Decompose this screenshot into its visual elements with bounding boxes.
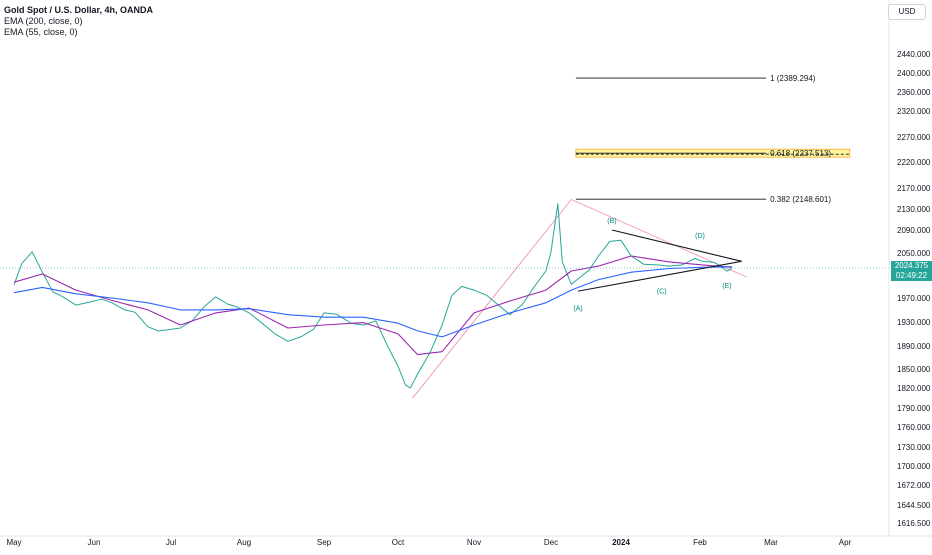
wave-label[interactable]: (B) (607, 218, 616, 225)
fib-level-label: 0.618 (2237.513) (770, 149, 831, 158)
y-tick-label: 1890.000 (897, 342, 931, 351)
chart-legend: Gold Spot / U.S. Dollar, 4h, OANDA EMA (… (4, 5, 153, 38)
y-tick-label: 2360.000 (897, 88, 931, 97)
y-tick-label: 2320.000 (897, 107, 931, 116)
current-price-badge: 2024.375 02:49:22 (891, 261, 932, 281)
y-tick-label: 2090.000 (897, 226, 931, 235)
y-tick-label: 1700.000 (897, 462, 931, 471)
y-tick-label: 2270.000 (897, 133, 931, 142)
bar-countdown: 02:49:22 (895, 271, 928, 280)
triangle-line[interactable] (577, 260, 742, 292)
y-tick-label: 2220.000 (897, 158, 931, 167)
x-tick-label: Sep (317, 538, 332, 547)
x-tick-label: Oct (392, 538, 405, 547)
fib-level-label: 1 (2389.294) (770, 74, 816, 83)
y-tick-label: 1730.000 (897, 443, 931, 452)
series-line[interactable] (13, 255, 732, 356)
y-tick-label: 1790.000 (897, 404, 931, 413)
x-tick-label: Feb (693, 538, 707, 547)
series-line[interactable] (13, 203, 733, 389)
y-tick-label: 1760.000 (897, 423, 931, 432)
x-tick-label: Jun (88, 538, 101, 547)
y-tick-label: 1820.000 (897, 384, 931, 393)
y-tick-label: 2130.000 (897, 205, 931, 214)
series-line[interactable] (13, 266, 732, 338)
x-tick-label: Nov (467, 538, 481, 547)
x-tick-label: Dec (544, 538, 558, 547)
x-tick-label: Aug (237, 538, 251, 547)
indicator-ema-200[interactable]: EMA (200, close, 0) (4, 16, 83, 26)
x-tick-label: Jul (166, 538, 176, 547)
y-tick-label: 1672.000 (897, 481, 931, 490)
x-tick-label: May (6, 538, 21, 547)
wave-label[interactable]: (A) (573, 305, 582, 312)
wave-label[interactable]: (C) (657, 289, 667, 296)
trend-line[interactable] (412, 199, 572, 399)
x-tick-label: Apr (839, 538, 852, 547)
triangle-line[interactable] (611, 229, 742, 262)
wave-label[interactable]: (D) (695, 233, 705, 240)
y-tick-label: 2170.000 (897, 184, 931, 193)
currency-selector[interactable]: USD (888, 4, 926, 20)
y-tick-label: 2440.000 (897, 50, 931, 59)
wave-label[interactable]: (E) (722, 283, 731, 290)
fib-level-label: 0.382 (2148.601) (770, 195, 831, 204)
current-price-value: 2024.375 (894, 261, 929, 270)
y-tick-label: 2400.000 (897, 69, 931, 78)
x-tick-label: Mar (764, 538, 778, 547)
y-tick-label: 1644.500 (897, 501, 931, 510)
symbol-title[interactable]: Gold Spot / U.S. Dollar, 4h, OANDA (4, 5, 154, 15)
y-tick-label: 1616.500 (897, 519, 931, 528)
x-tick-label: 2024 (612, 538, 630, 547)
y-tick-label: 1970.000 (897, 294, 931, 303)
y-tick-label: 2050.000 (897, 249, 931, 258)
y-tick-label: 1850.000 (897, 365, 931, 374)
indicator-ema-55[interactable]: EMA (55, close, 0) (4, 27, 78, 37)
y-tick-label: 1930.000 (897, 318, 931, 327)
